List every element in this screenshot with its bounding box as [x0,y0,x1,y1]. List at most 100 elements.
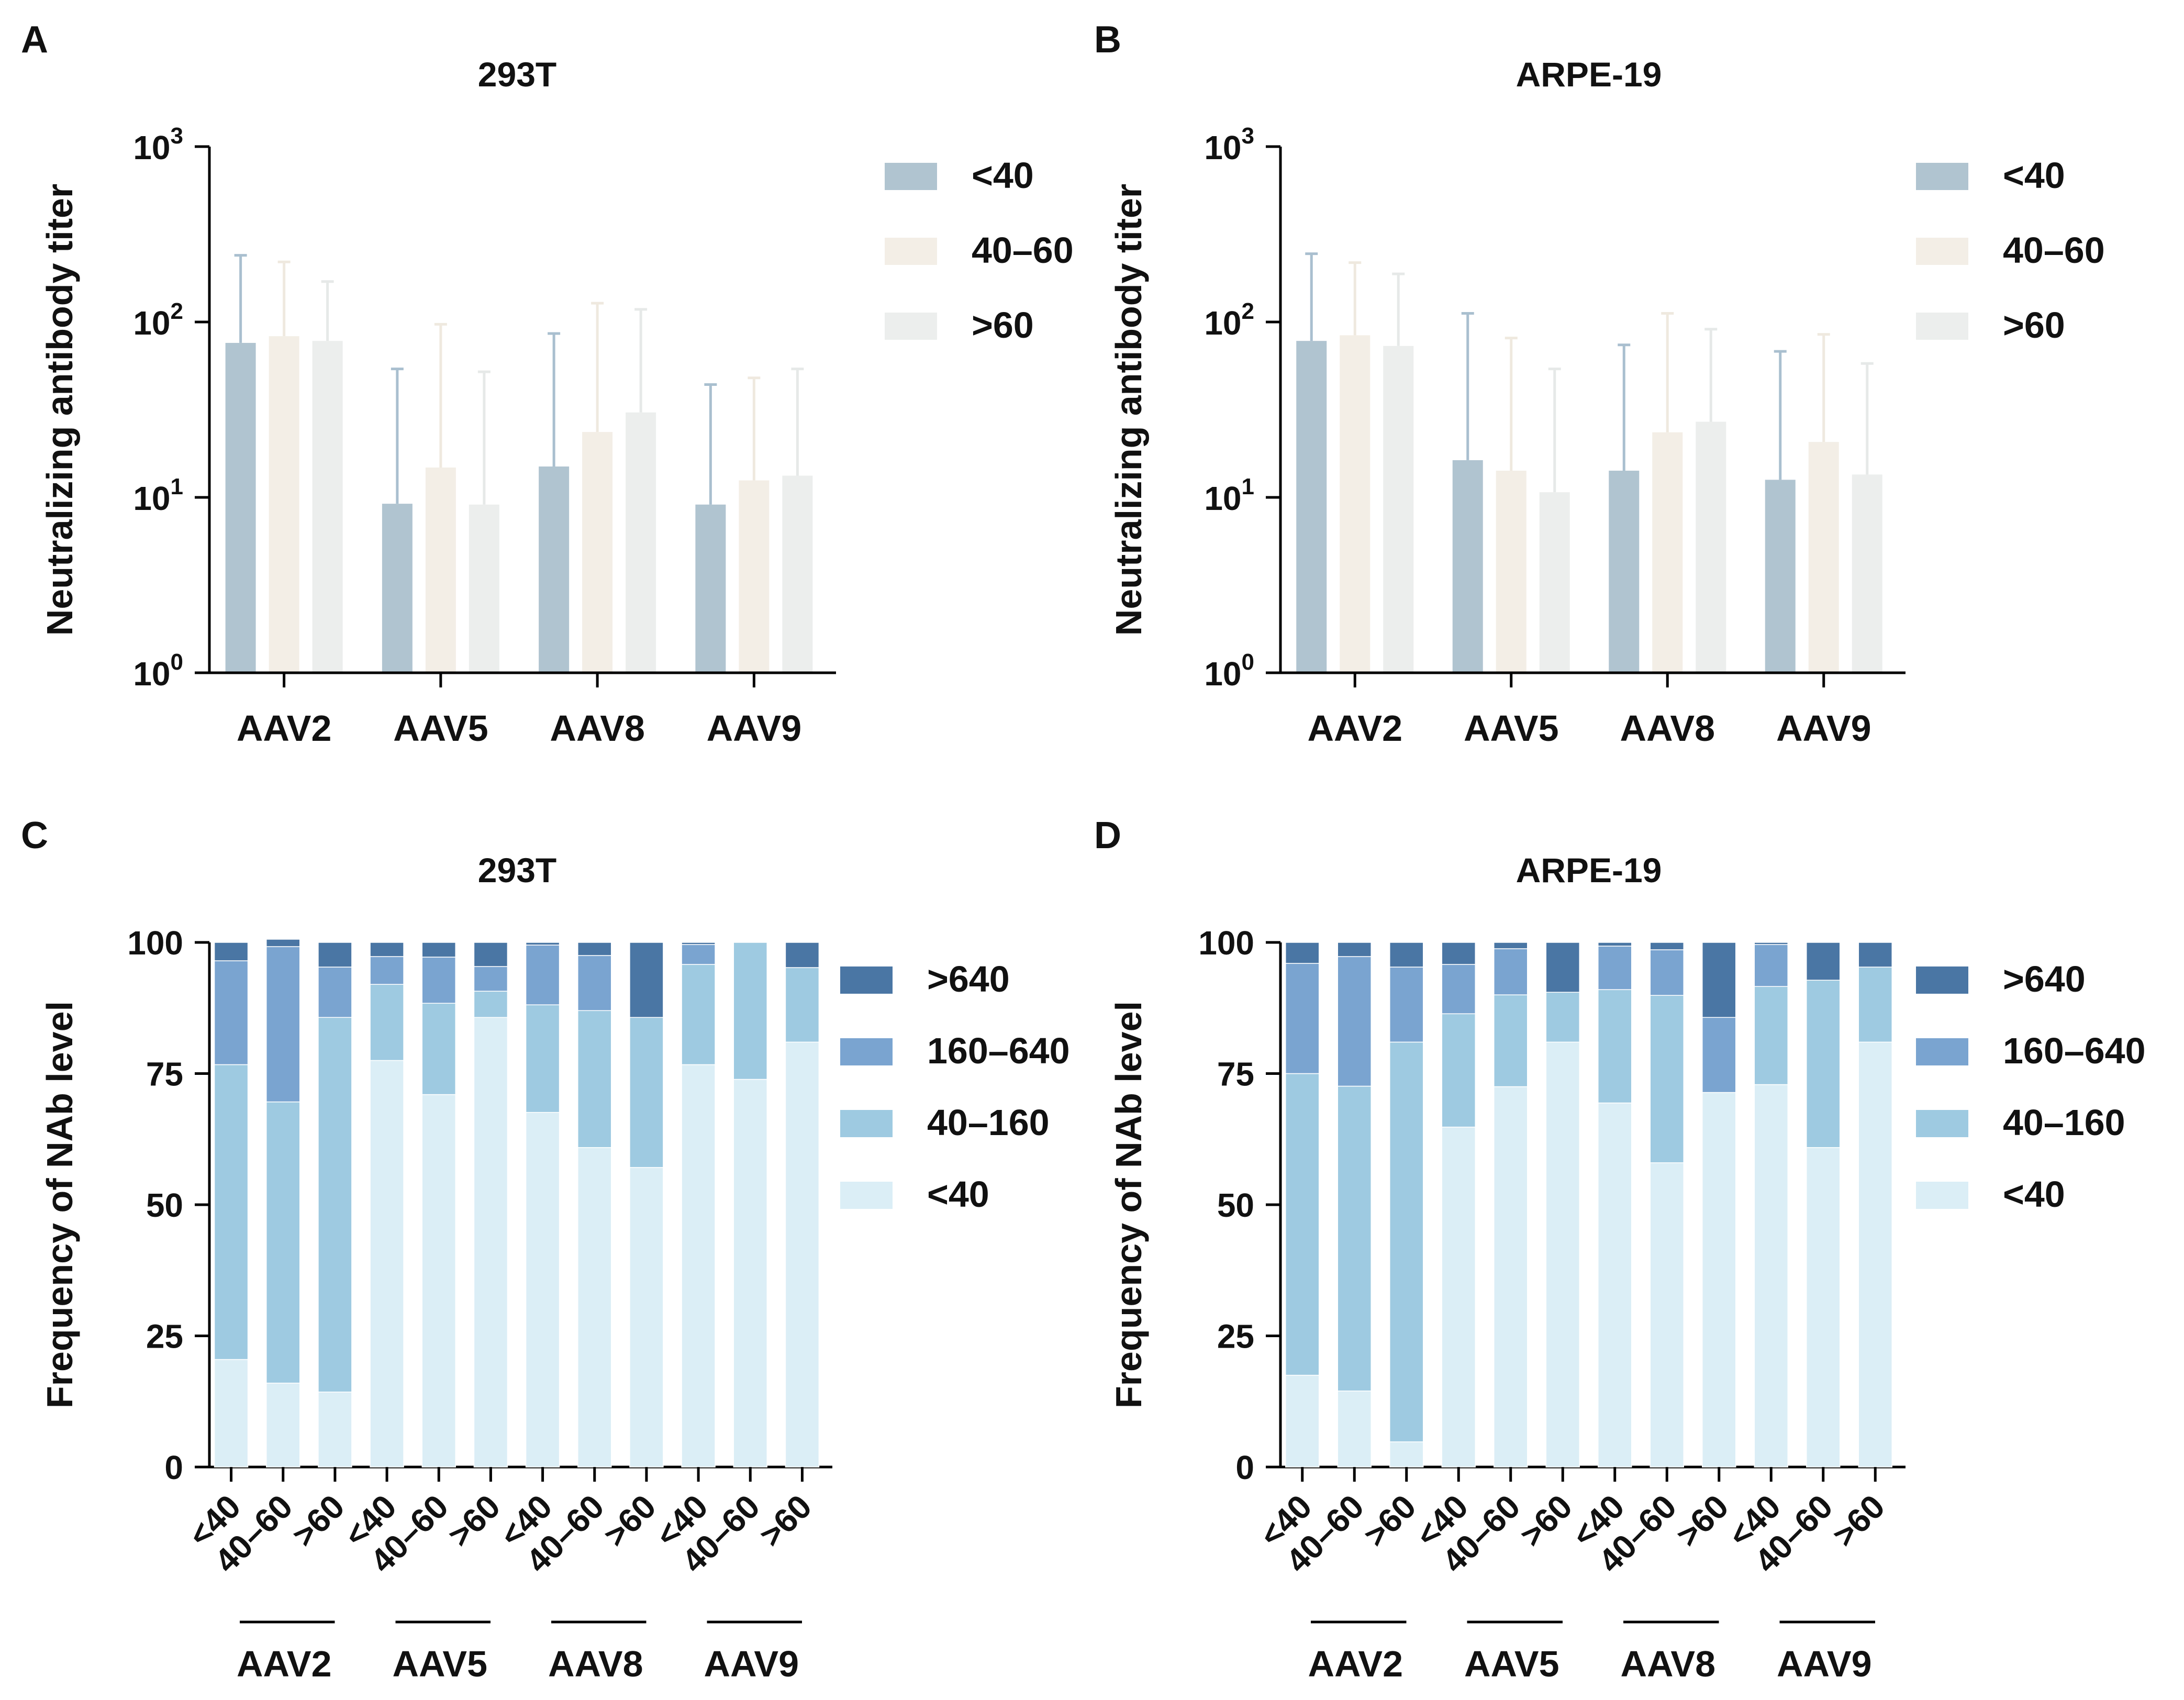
x-tick-label: >60 [1825,1487,1892,1554]
bar-segment [1858,966,1892,1043]
y-axis-title: Neutralizing antibody titer [1108,184,1149,636]
legend-swatch [1916,966,1968,994]
panel-title: ARPE-19 [1516,851,1662,890]
legend-label: 160–640 [927,1030,1070,1071]
x-category-label: AAV9 [707,708,802,749]
group-label: AAV5 [1464,1643,1559,1684]
bar-segment [681,944,716,965]
x-tick-label: >60 [441,1487,508,1554]
legend-label: 160–640 [2003,1030,2146,1071]
bar-segment [318,942,352,968]
bar-segment [629,942,664,1018]
bar [1696,421,1726,672]
y-tick-base: 10 [133,129,170,166]
bar-segment [473,942,508,967]
y-tick-label: 101 [1204,474,1254,517]
bar-segment [421,1094,456,1468]
bar-segment [1754,944,1788,987]
y-tick-exponent: 0 [171,649,183,675]
bar-segment [1806,942,1841,981]
bar [1296,341,1327,672]
legend-label: 40–160 [927,1102,1050,1143]
bar-segment [785,942,820,968]
bar-segment [473,991,508,1018]
bar-segment [1702,942,1736,1018]
y-axis-title: Frequency of NAb level [1108,1001,1149,1408]
bar-segment [1858,1041,1892,1468]
bar-segment [525,945,560,1005]
legend-swatch [1916,313,1968,340]
bar-segment [681,942,716,945]
group-label: AAV9 [704,1643,799,1684]
panel-letter: D [1094,815,1121,857]
y-tick-label: 0 [1235,1449,1254,1486]
x-category-label: AAV8 [1620,708,1715,749]
group-label: AAV5 [392,1643,487,1684]
bar-segment [1337,942,1372,957]
bar-segment [214,942,249,961]
bar-segment [473,966,508,992]
bar [626,412,656,672]
bar-segment [1494,942,1528,949]
panel-D: D ARPE-19 Frequency of NAb level 0 25 50 75 100… [1094,815,2146,1684]
x-tick-label: >60 [1669,1487,1736,1554]
bar-segment [1650,995,1684,1163]
bar-segment [1494,1086,1528,1468]
bar-segment [370,956,404,985]
legend-label: 40–60 [2003,230,2105,271]
group-label: AAV2 [237,1643,332,1684]
x-category-label: AAV8 [550,708,645,749]
bar-segment [266,1382,300,1468]
y-tick-base: 10 [133,480,170,517]
bar-segment [1545,942,1580,993]
bar-segment [1285,942,1320,964]
bar-segment [1494,948,1528,995]
panel-C: C 293T Frequency of NAb level 0 25 50 75 100 <40… [21,815,1070,1684]
bar [225,342,256,672]
bar-segment [1598,946,1632,990]
bar [695,504,726,672]
x-category-label: AAV2 [237,708,332,749]
bar-segment [421,942,456,958]
bar-segment [1806,1147,1841,1468]
bar-segment [1650,1162,1684,1468]
bar-segment [525,1004,560,1113]
bar-segment [577,1147,612,1468]
bar-segment [370,1060,404,1468]
bar-segment [1441,1126,1476,1468]
bar-segment [1598,989,1632,1104]
group-label: AAV8 [548,1643,643,1684]
bar [1539,492,1570,672]
bar-segment [1754,1084,1788,1468]
x-category-label: AAV5 [393,708,488,749]
bar [1496,470,1526,672]
bar-segment [1285,963,1320,1074]
x-tick-label: >60 [1356,1487,1423,1554]
bar-segment [1545,1041,1580,1468]
y-tick-label: 75 [146,1055,183,1093]
bar-segment [1389,1441,1424,1468]
bar [1609,470,1640,672]
bar-segment [1598,942,1632,947]
legend-label: <40 [927,1174,989,1215]
bar [269,336,299,672]
bar-segment [1754,942,1788,945]
group-label: AAV2 [1308,1643,1403,1684]
bar [782,475,813,672]
bar-segment [473,1017,508,1468]
x-tick-label: >60 [285,1487,352,1554]
bar-segment [629,1017,664,1168]
y-tick-label: 100 [127,924,183,962]
bar-segment [785,967,820,1043]
bar-segment [266,946,300,1103]
y-tick-label: 100 [1198,924,1254,962]
legend-swatch [1916,1038,1968,1065]
legend-label: >60 [972,305,1034,346]
bar-segment [1337,956,1372,1087]
bar-segment [421,957,456,1004]
bar-segment [1754,986,1788,1085]
bar-segment [370,984,404,1061]
panel-letter: A [21,19,48,61]
y-tick-exponent: 3 [171,123,183,149]
